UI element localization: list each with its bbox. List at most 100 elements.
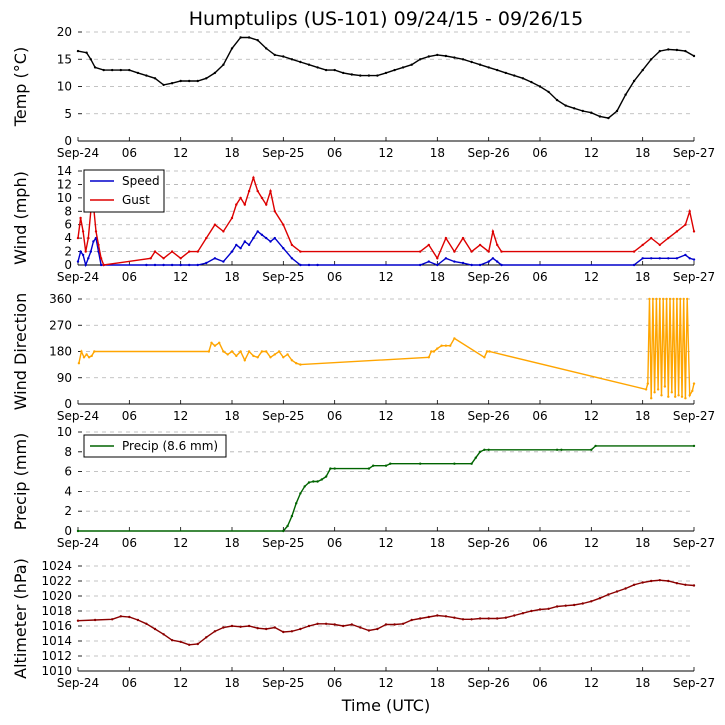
data-point — [162, 633, 165, 636]
x-tick-label: 12 — [584, 146, 599, 160]
y-tick-label: 1020 — [41, 589, 72, 603]
data-point — [307, 624, 311, 628]
data-point — [333, 467, 336, 470]
series-line — [77, 36, 695, 119]
data-point — [188, 263, 191, 267]
data-point — [179, 79, 182, 83]
x-tick-label: 18 — [635, 146, 650, 160]
x-tick-label: 12 — [584, 676, 599, 690]
data-point — [295, 502, 298, 505]
data-point — [235, 243, 238, 247]
data-point — [686, 297, 689, 301]
data-point — [672, 297, 675, 301]
data-point — [239, 36, 242, 39]
data-point — [252, 176, 255, 179]
data-point — [504, 616, 507, 619]
chart-title: Humptulips (US-101) 09/24/15 - 09/26/15 — [189, 8, 584, 30]
y-tick-label: 1024 — [41, 559, 72, 573]
data-point — [607, 593, 610, 596]
data-point — [222, 230, 225, 233]
y-tick-label: 1012 — [41, 649, 72, 663]
panel-4: 0 2 4 6 8 10 Sep-24 06 12 18 Sep-25 06 12 18 Sep-26 06 1… — [11, 425, 715, 550]
y-tick-label: 5 — [64, 107, 72, 121]
data-point — [299, 627, 302, 631]
data-point — [76, 49, 80, 53]
data-point — [196, 79, 199, 83]
x-tick-label: 06 — [327, 676, 342, 690]
x-tick-label: 06 — [122, 409, 137, 423]
data-point — [632, 250, 636, 253]
data-point — [444, 615, 448, 618]
x-tick-label: 12 — [173, 146, 188, 160]
data-point — [359, 626, 362, 629]
data-point — [670, 391, 673, 394]
data-point — [427, 356, 430, 359]
data-point — [488, 350, 491, 353]
data-point — [648, 297, 651, 301]
data-point — [222, 626, 225, 629]
data-point — [478, 450, 482, 453]
x-tick-label: Sep-26 — [468, 270, 510, 284]
data-point — [667, 257, 670, 260]
data-point — [93, 66, 97, 69]
data-point — [76, 236, 80, 240]
data-point — [333, 623, 336, 626]
data-point — [419, 462, 422, 465]
x-tick-label: 06 — [122, 536, 137, 550]
data-point — [660, 394, 663, 397]
data-point — [87, 257, 90, 260]
data-point — [675, 230, 679, 233]
data-point — [256, 189, 259, 193]
y-tick-label: 6 — [64, 465, 72, 479]
data-point — [453, 260, 456, 263]
data-point — [87, 236, 90, 240]
data-point — [478, 243, 482, 247]
y-tick-label: 0 — [64, 258, 72, 272]
data-point — [547, 607, 550, 610]
data-point — [342, 71, 345, 75]
data-point — [691, 389, 694, 393]
data-point — [688, 210, 691, 213]
data-point — [487, 250, 490, 253]
data-point — [444, 344, 448, 347]
data-point — [496, 68, 499, 72]
data-point — [84, 250, 87, 253]
series-line — [77, 230, 695, 268]
data-point — [658, 579, 661, 582]
data-point — [624, 587, 627, 590]
data-point — [692, 230, 696, 233]
data-point — [641, 257, 644, 260]
data-point — [667, 236, 670, 240]
data-point — [684, 253, 687, 257]
data-point — [85, 353, 88, 356]
data-point — [316, 480, 319, 483]
x-tick-label: 18 — [430, 409, 445, 423]
data-point — [427, 243, 430, 247]
data-point — [179, 640, 182, 643]
data-point — [170, 250, 174, 253]
data-point — [470, 60, 473, 64]
data-point — [656, 388, 660, 391]
data-point — [487, 448, 490, 451]
data-point — [658, 243, 661, 247]
data-point — [590, 600, 593, 603]
data-point — [282, 356, 285, 359]
data-point — [89, 58, 93, 61]
data-point — [247, 624, 251, 628]
data-point — [496, 617, 499, 620]
x-tick-label: 18 — [430, 536, 445, 550]
data-point — [256, 356, 259, 359]
data-point — [500, 263, 503, 267]
data-point — [432, 350, 436, 353]
data-point — [688, 257, 691, 260]
data-point — [119, 615, 123, 618]
data-point — [372, 464, 375, 467]
data-point — [239, 625, 242, 628]
data-point — [179, 263, 182, 267]
panel-1: 0 5 10 15 20 Sep-24 06 12 18 Sep-25 06 12 18 Sep-26 06… — [11, 25, 715, 160]
data-point — [667, 579, 670, 583]
